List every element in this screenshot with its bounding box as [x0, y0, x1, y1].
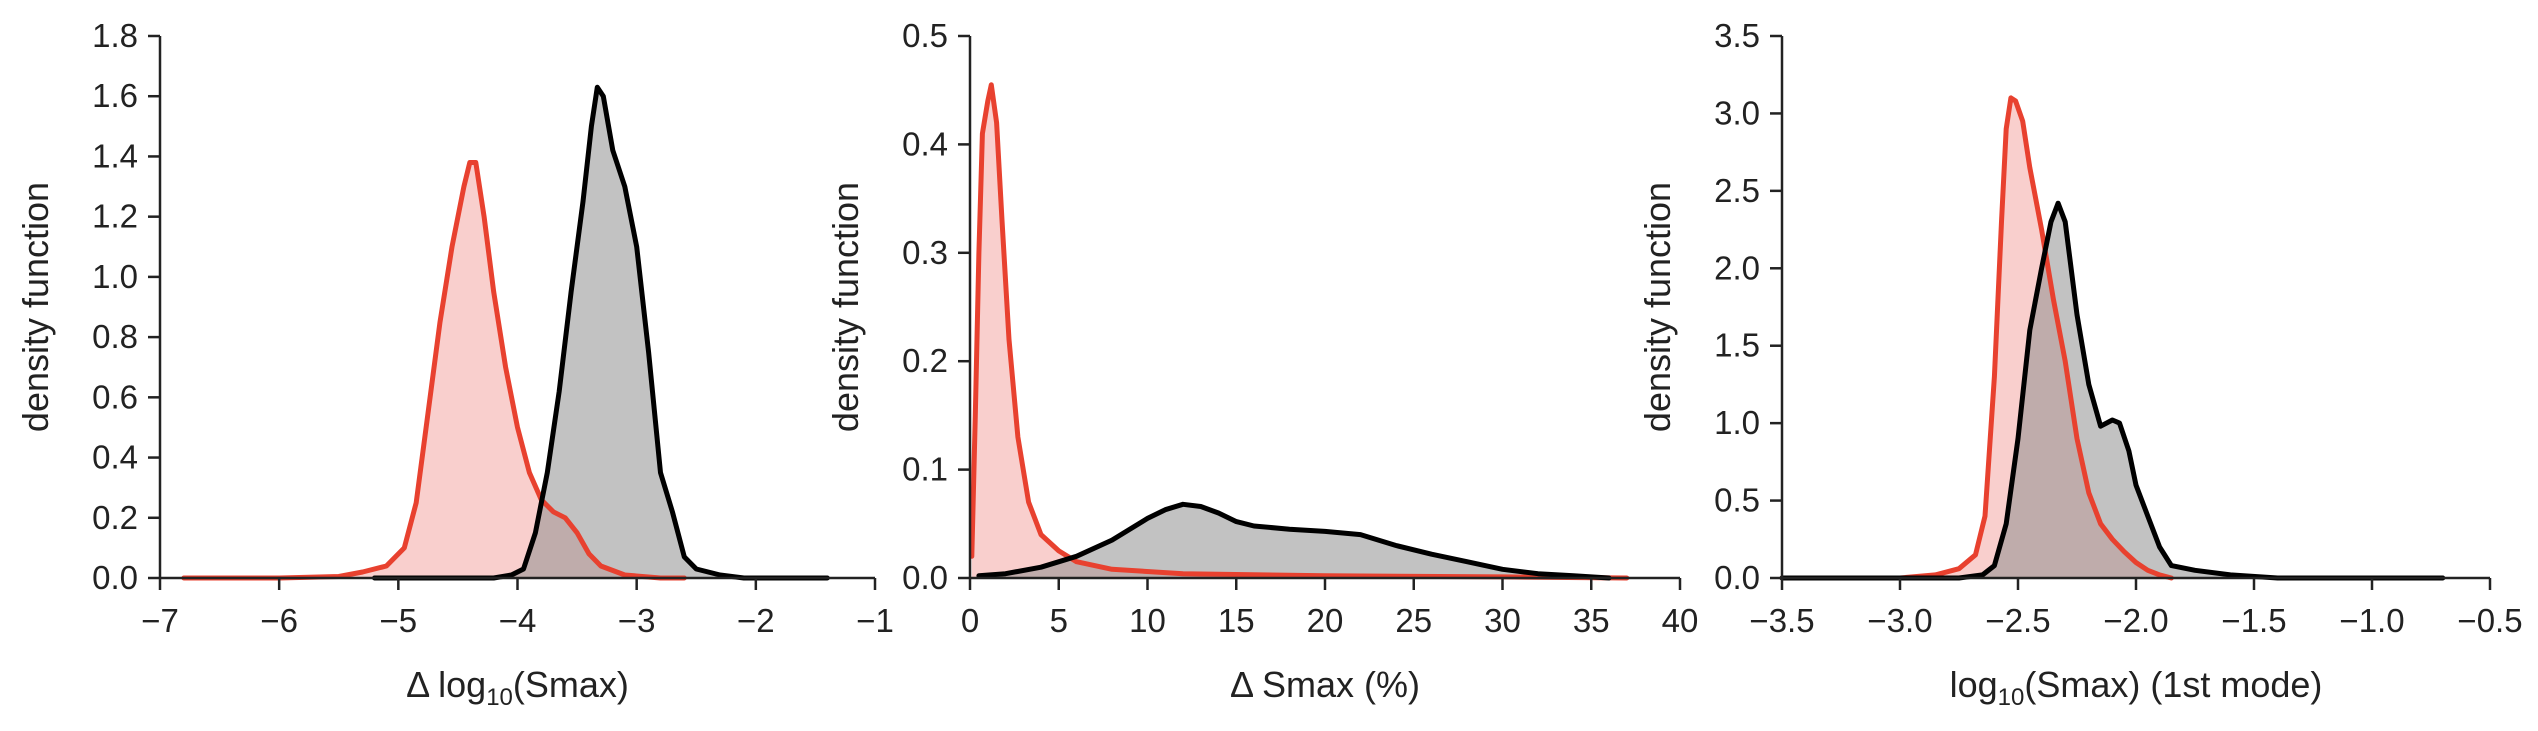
x-axis-label: Δ Smax (%) [1230, 664, 1420, 705]
x-tick-label: −6 [260, 602, 298, 639]
y-tick-label: 3.5 [1714, 17, 1760, 54]
x-tick-label: 30 [1484, 602, 1521, 639]
x-tick-label: −7 [141, 602, 179, 639]
black-density-line [976, 501, 1612, 581]
y-tick-label: 0.0 [1714, 559, 1760, 596]
y-tick-label: 0.8 [92, 318, 138, 355]
y-tick-label: 2.0 [1714, 249, 1760, 286]
black-density-fill [978, 504, 1609, 578]
x-tick-label: −3.0 [1867, 602, 1932, 639]
x-tick-label: 15 [1218, 602, 1255, 639]
x-tick-label: −1 [856, 602, 894, 639]
x-tick-label: 40 [1662, 602, 1699, 639]
y-tick-label: 0.4 [92, 439, 138, 476]
y-tick-label: 0.3 [902, 234, 948, 271]
x-tick-label: −4 [499, 602, 537, 639]
x-tick-label: −5 [380, 602, 418, 639]
y-tick-label: 1.8 [92, 17, 138, 54]
x-tick-label: −2.0 [2103, 602, 2168, 639]
x-tick-label: 35 [1573, 602, 1610, 639]
x-tick-label: 20 [1307, 602, 1344, 639]
x-tick-label: 0 [961, 602, 979, 639]
black-density-fill [374, 87, 828, 578]
red-density-line [181, 160, 687, 581]
y-axis-label: density function [1637, 182, 1678, 432]
y-tick-label: 1.6 [92, 77, 138, 114]
red-density-line [1779, 95, 2174, 581]
y-tick-label: 0.2 [92, 499, 138, 536]
x-axis-label: log10(Smax) (1st mode) [1950, 664, 2323, 711]
x-tick-label: −1.0 [2339, 602, 2404, 639]
y-tick-label: 1.2 [92, 198, 138, 235]
y-tick-label: 0.1 [902, 451, 948, 488]
x-tick-label: −0.5 [2457, 602, 2522, 639]
y-tick-label: 0.0 [902, 559, 948, 596]
black-density-line [1779, 200, 2446, 581]
x-tick-label: 10 [1129, 602, 1166, 639]
x-tick-label: 5 [1050, 602, 1068, 639]
y-tick-label: 1.0 [1714, 404, 1760, 441]
x-tick-label: −3 [618, 602, 656, 639]
density-panel-log-smax-first-mode: −3.5 −3.0 −2.5 −2.0 −1.5 −1.0 −0.5 0.0 0.5 1.0 1.5… [1637, 17, 2523, 711]
black-density-fill [1782, 203, 2443, 578]
density-panel-delta-smax-percent: 0 5 10 15 20 25 30 35 40 0.0 0.1 0.2 0.3 0.4 0.5 Δ Sma… [825, 17, 1698, 705]
x-tick-label: −2 [737, 602, 775, 639]
y-tick-label: 0.5 [1714, 482, 1760, 519]
y-tick-label: 0.4 [902, 125, 948, 162]
y-tick-label: 1.4 [92, 137, 138, 174]
red-density-line [969, 82, 1630, 581]
x-tick-label: −1.5 [2221, 602, 2286, 639]
y-axis-label: density function [825, 182, 866, 432]
x-axis-label: Δ log10(Smax) [406, 664, 629, 711]
black-density-line [372, 84, 830, 581]
y-tick-label: 0.6 [92, 378, 138, 415]
x-tick-label: 25 [1395, 602, 1432, 639]
y-tick-label: 0.2 [902, 342, 948, 379]
x-tick-label: −2.5 [1985, 602, 2050, 639]
y-tick-label: 1.0 [92, 258, 138, 295]
x-tick-label: −3.5 [1749, 602, 1814, 639]
red-density-fill [971, 84, 1627, 579]
y-tick-label: 0.5 [902, 17, 948, 54]
density-panel-delta-log-smax: −7 −6 −5 −4 −3 −2 −1 0.0 0.2 0.4 0.6 0.8 1.0 1.2 1.4 1.… [15, 17, 894, 711]
y-tick-label: 2.5 [1714, 172, 1760, 209]
y-tick-label: 0.0 [92, 559, 138, 596]
y-axis-label: density function [15, 182, 56, 432]
y-tick-label: 1.5 [1714, 327, 1760, 364]
y-tick-label: 3.0 [1714, 94, 1760, 131]
